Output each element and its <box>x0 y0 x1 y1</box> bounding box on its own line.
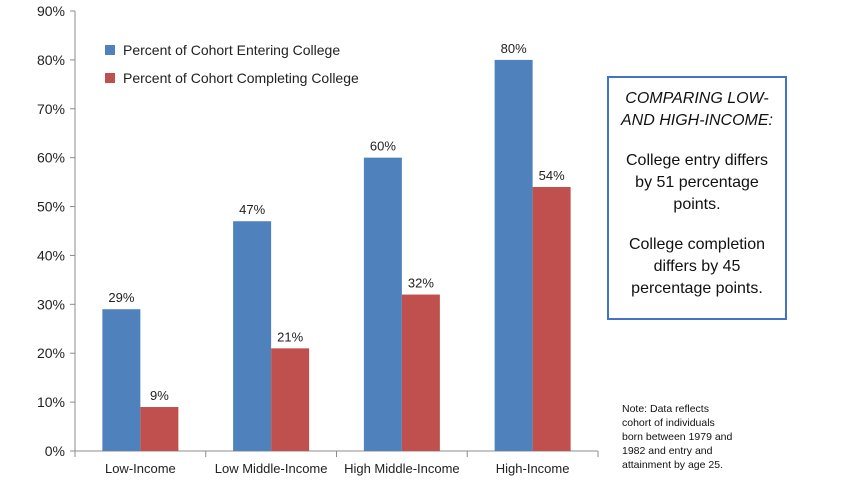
callout-heading-line: COMPARING LOW- <box>625 90 769 107</box>
callout-heading: COMPARING LOW- AND HIGH-INCOME: <box>617 88 777 132</box>
data-label: 80% <box>501 41 527 56</box>
data-label: 60% <box>370 139 396 154</box>
y-tick-label: 50% <box>37 199 65 215</box>
bar-entering <box>494 59 533 452</box>
callout-heading-line: AND HIGH-INCOME: <box>621 112 773 129</box>
legend-swatch-completing <box>105 73 115 83</box>
x-tick-label: High Middle-Income <box>344 461 460 476</box>
legend-label-completing: Percent of Cohort Completing College <box>123 70 359 86</box>
bar-entering <box>363 157 402 451</box>
note-line: Note: Data reflects <box>622 403 709 415</box>
data-label: 54% <box>539 168 565 183</box>
legend-item-entering: Percent of Cohort Entering College <box>105 36 359 64</box>
y-tick-label: 40% <box>37 247 65 263</box>
data-label: 47% <box>239 202 265 217</box>
y-tick-label: 60% <box>37 150 65 166</box>
callout-text-line: College entry differs <box>626 152 768 169</box>
y-tick-label: 70% <box>37 101 65 117</box>
data-label: 29% <box>108 290 134 305</box>
note-line: born between 1979 and <box>622 431 733 443</box>
legend-item-completing: Percent of Cohort Completing College <box>105 64 359 92</box>
note-line: attainment by age 25. <box>622 459 723 471</box>
data-label: 21% <box>277 329 303 344</box>
bar-completing <box>271 348 310 451</box>
comparison-callout: COMPARING LOW- AND HIGH-INCOME: College … <box>607 76 787 320</box>
callout-entry-text: College entry differs by 51 percentage p… <box>617 150 777 216</box>
y-tick-label: 20% <box>37 345 65 361</box>
note-line: cohort of individuals <box>622 417 715 429</box>
bar-entering <box>102 309 141 451</box>
callout-text-line: College completion <box>628 236 766 253</box>
y-tick-label: 10% <box>37 394 65 410</box>
note-line: 1982 and entry and <box>622 445 713 457</box>
legend-label-entering: Percent of Cohort Entering College <box>123 42 341 58</box>
callout-text-line: by 51 percentage <box>635 174 759 191</box>
callout-text-line: differs by 45 <box>653 258 741 275</box>
callout-text-line: percentage points. <box>631 280 763 297</box>
data-label: 32% <box>408 276 434 291</box>
x-tick-label: Low-Income <box>105 461 176 476</box>
data-note: Note: Data reflects cohort of individual… <box>622 402 772 472</box>
x-tick-label: Low Middle-Income <box>215 461 328 476</box>
y-tick-label: 90% <box>37 3 65 19</box>
y-tick-label: 30% <box>37 296 65 312</box>
bar-completing <box>140 407 179 451</box>
bar-completing <box>532 187 571 451</box>
data-label: 9% <box>150 388 169 403</box>
bar-completing <box>401 294 440 451</box>
chart-legend: Percent of Cohort Entering College Perce… <box>105 36 359 92</box>
bar-entering <box>233 221 272 451</box>
y-tick-label: 0% <box>45 443 65 459</box>
x-tick-label: High-Income <box>496 461 570 476</box>
callout-completion-text: College completion differs by 45 percent… <box>617 234 777 300</box>
legend-swatch-entering <box>105 45 115 55</box>
callout-text-line: points. <box>673 196 721 213</box>
y-tick-label: 80% <box>37 52 65 68</box>
